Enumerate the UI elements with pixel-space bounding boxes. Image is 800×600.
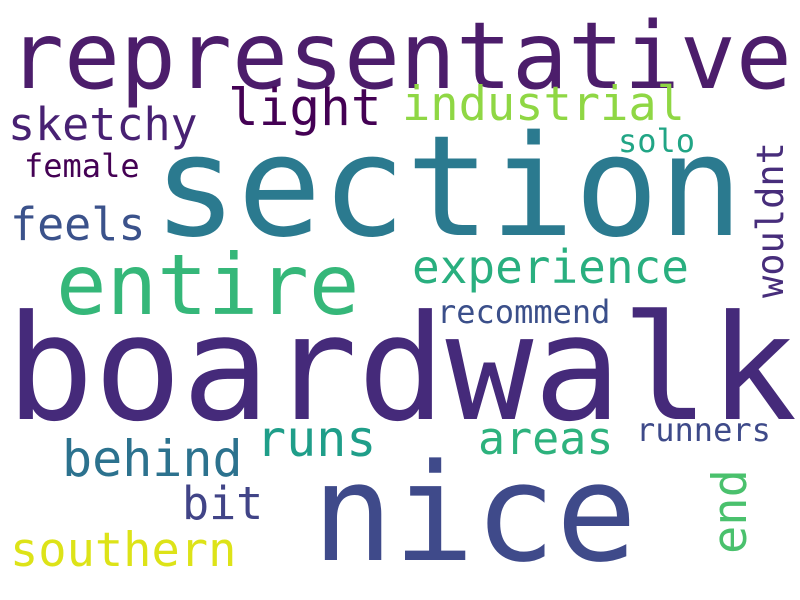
word-runs: runs: [256, 410, 377, 468]
word-wouldnt: wouldnt: [749, 142, 792, 298]
word-end: end: [703, 469, 758, 554]
word-entire: entire: [56, 236, 360, 334]
word-feels: feels: [10, 198, 146, 251]
word-boardwalk: boardwalk: [6, 284, 798, 454]
word-runners: runners: [636, 411, 771, 449]
word-areas: areas: [478, 412, 614, 465]
word-industrial: industrial: [402, 77, 685, 132]
word-light: light: [228, 79, 382, 138]
word-bit: bit: [182, 477, 264, 530]
word-representative: representative: [8, 2, 792, 110]
word-behind: behind: [62, 430, 243, 488]
word-solo: solo: [618, 122, 696, 160]
word-sketchy: sketchy: [8, 98, 198, 151]
word-recommend: recommend: [437, 293, 611, 331]
word-southern: southern: [10, 523, 237, 578]
word-section: section: [153, 106, 744, 269]
word-experience: experience: [412, 240, 689, 294]
word-female: female: [24, 147, 140, 185]
word-nice: nice: [312, 435, 638, 592]
